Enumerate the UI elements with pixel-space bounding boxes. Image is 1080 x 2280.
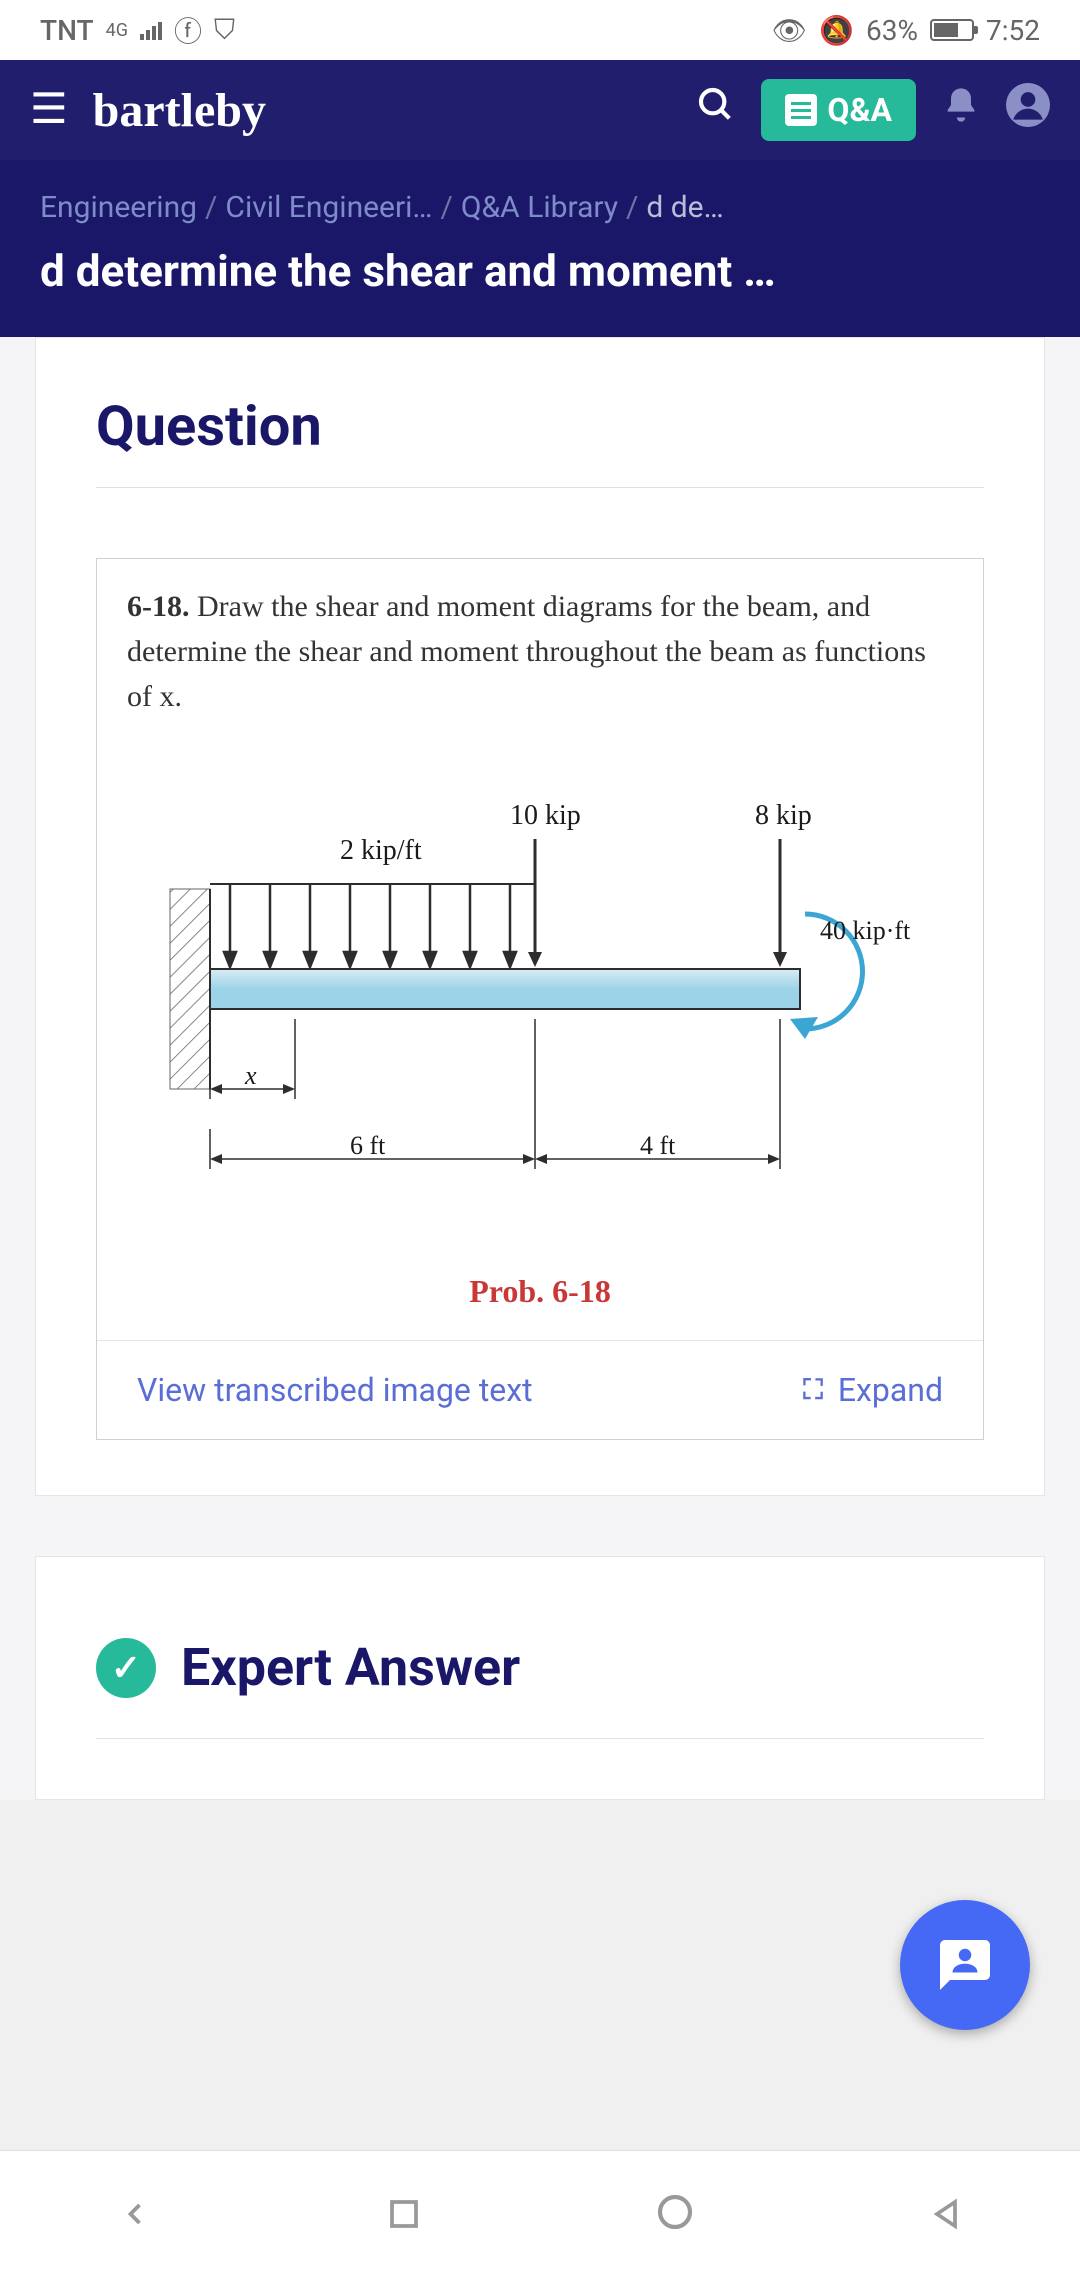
status-left: TNT 4G ⓕ ⛉ [40,10,235,50]
breadcrumb-engineering[interactable]: Engineering [40,190,197,225]
bell-icon[interactable] [941,85,981,135]
point-load-10: 10 kip [510,800,581,831]
facebook-icon: ⓕ [174,10,202,50]
nav-home-icon[interactable] [655,2187,695,2244]
signal-icon [140,20,162,40]
beam-diagram: 2 kip/ft 10 kip 8 kip 40 kip·ft [97,729,983,1273]
distributed-load-label: 2 kip/ft [340,835,422,866]
problem-statement: Draw the shear and moment diagrams for t… [127,590,926,713]
menu-icon[interactable]: ☰ [30,89,68,131]
nav-back-icon[interactable] [117,2187,153,2244]
search-icon[interactable] [696,85,736,135]
page-title: d determine the shear and moment … [40,245,1040,297]
nav-bar [0,2150,1080,2280]
expand-button[interactable]: ⛶ Expand [803,1371,943,1409]
user-icon[interactable] [1006,83,1050,137]
breadcrumb-section: Engineering / Civil Engineeri… / Q&A Lib… [0,160,1080,337]
logo[interactable]: bartleby [93,83,672,138]
network-label: 4G [106,20,128,41]
status-right: 👁 🔕 63% 7:52 [772,14,1040,47]
problem-number: 6-18. [127,590,190,623]
breadcrumb-library[interactable]: Q&A Library [461,190,618,225]
expand-icon: ⛶ [803,1373,823,1407]
span-4ft: 4 ft [640,1131,676,1160]
breadcrumb-sep: / [205,190,217,225]
content-area: Question 6-18. Draw the shear and moment… [0,337,1080,1800]
question-card: Question 6-18. Draw the shear and moment… [35,337,1045,1496]
bell-mute-icon: 🔕 [819,14,854,47]
app-header: ☰ bartleby Q&A [0,60,1080,160]
transcribe-link[interactable]: View transcribed image text [137,1371,533,1409]
qa-label: Q&A [827,91,892,129]
problem-label: Prob. 6-18 [97,1273,983,1340]
breadcrumb-sep: / [626,190,638,225]
nav-recent-icon[interactable] [386,2187,422,2244]
card-footer: View transcribed image text ⛶ Expand [97,1340,983,1439]
expand-label: Expand [838,1371,943,1409]
chat-list-icon [785,94,817,126]
breadcrumb: Engineering / Civil Engineeri… / Q&A Lib… [40,190,1040,225]
eye-icon: 👁 [772,14,808,47]
problem-box: 6-18. Draw the shear and moment diagrams… [96,558,984,1440]
check-badge-icon: ✓ [96,1638,156,1698]
breadcrumb-sep: / [440,190,452,225]
shield-icon: ⛉ [214,13,235,47]
x-label: x [244,1061,257,1090]
question-heading: Question [96,393,984,488]
problem-text: 6-18. Draw the shear and moment diagrams… [97,559,983,729]
battery-icon [930,19,974,41]
breadcrumb-current: d de… [646,190,723,225]
qa-button[interactable]: Q&A [761,79,916,141]
moment-label: 40 kip·ft [820,916,911,945]
span-6ft: 6 ft [350,1131,386,1160]
battery-label: 63% [866,14,918,47]
breadcrumb-civil[interactable]: Civil Engineeri… [225,190,432,225]
expert-answer-card: ✓ Expert Answer [35,1556,1045,1800]
point-load-8: 8 kip [755,800,812,831]
expert-title: Expert Answer [181,1637,520,1698]
status-bar: TNT 4G ⓕ ⛉ 👁 🔕 63% 7:52 [0,0,1080,60]
chat-fab[interactable] [900,1900,1030,2030]
time-label: 7:52 [986,14,1040,47]
carrier-label: TNT [40,14,94,47]
nav-triangle-icon[interactable] [928,2187,964,2244]
expert-header: ✓ Expert Answer [96,1637,984,1739]
